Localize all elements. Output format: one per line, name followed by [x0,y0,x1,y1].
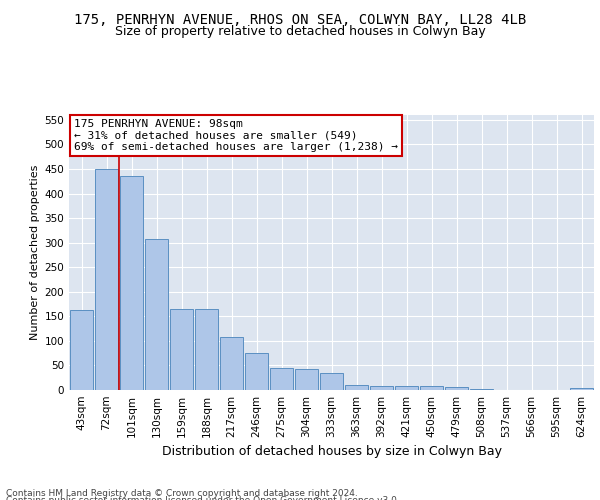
Bar [295,369,319,390]
Bar [395,386,418,390]
Bar [170,309,193,390]
Bar [245,353,268,390]
Text: Contains public sector information licensed under the Open Government Licence v3: Contains public sector information licen… [6,496,400,500]
Bar [445,386,469,390]
Bar [470,389,493,390]
Y-axis label: Number of detached properties: Number of detached properties [30,165,40,340]
Bar [145,239,169,390]
Bar [344,384,368,390]
Text: 175 PENRHYN AVENUE: 98sqm
← 31% of detached houses are smaller (549)
69% of semi: 175 PENRHYN AVENUE: 98sqm ← 31% of detac… [74,119,398,152]
Bar [220,338,244,390]
X-axis label: Distribution of detached houses by size in Colwyn Bay: Distribution of detached houses by size … [161,446,502,458]
Bar [320,373,343,390]
Text: Size of property relative to detached houses in Colwyn Bay: Size of property relative to detached ho… [115,25,485,38]
Bar [194,309,218,390]
Bar [269,368,293,390]
Bar [569,388,593,390]
Bar [419,386,443,390]
Bar [370,386,394,390]
Bar [95,169,118,390]
Text: Contains HM Land Registry data © Crown copyright and database right 2024.: Contains HM Land Registry data © Crown c… [6,488,358,498]
Bar [119,176,143,390]
Text: 175, PENRHYN AVENUE, RHOS ON SEA, COLWYN BAY, LL28 4LB: 175, PENRHYN AVENUE, RHOS ON SEA, COLWYN… [74,12,526,26]
Bar [70,310,94,390]
